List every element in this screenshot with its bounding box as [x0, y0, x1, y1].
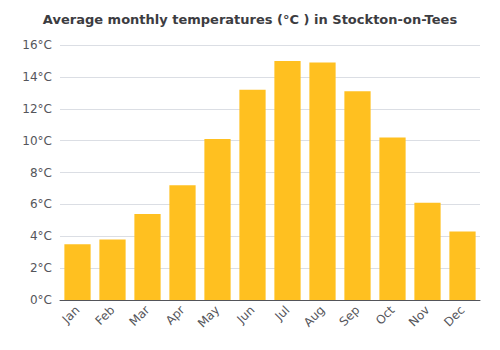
svg-text:6°C: 6°C	[30, 197, 52, 211]
svg-text:Feb: Feb	[93, 303, 118, 328]
svg-text:May: May	[195, 303, 222, 330]
svg-text:Mar: Mar	[127, 303, 153, 329]
svg-text:Apr: Apr	[163, 303, 188, 328]
svg-text:Jul: Jul	[272, 303, 293, 324]
svg-text:16°C: 16°C	[22, 38, 52, 52]
svg-text:Jan: Jan	[59, 303, 83, 327]
svg-text:Jun: Jun	[234, 303, 258, 327]
svg-text:4°C: 4°C	[30, 229, 52, 243]
svg-text:2°C: 2°C	[30, 261, 52, 275]
svg-text:Aug: Aug	[301, 303, 327, 329]
svg-text:Nov: Nov	[406, 303, 432, 329]
svg-text:14°C: 14°C	[22, 70, 52, 84]
svg-text:0°C: 0°C	[30, 293, 52, 307]
svg-text:12°C: 12°C	[22, 102, 52, 116]
svg-text:Oct: Oct	[373, 303, 398, 328]
svg-text:Average monthly temperatures (: Average monthly temperatures (°C ) in St…	[43, 12, 458, 27]
svg-text:Dec: Dec	[441, 303, 467, 329]
svg-text:Sep: Sep	[337, 303, 363, 329]
svg-text:8°C: 8°C	[30, 166, 52, 180]
svg-text:10°C: 10°C	[22, 134, 52, 148]
